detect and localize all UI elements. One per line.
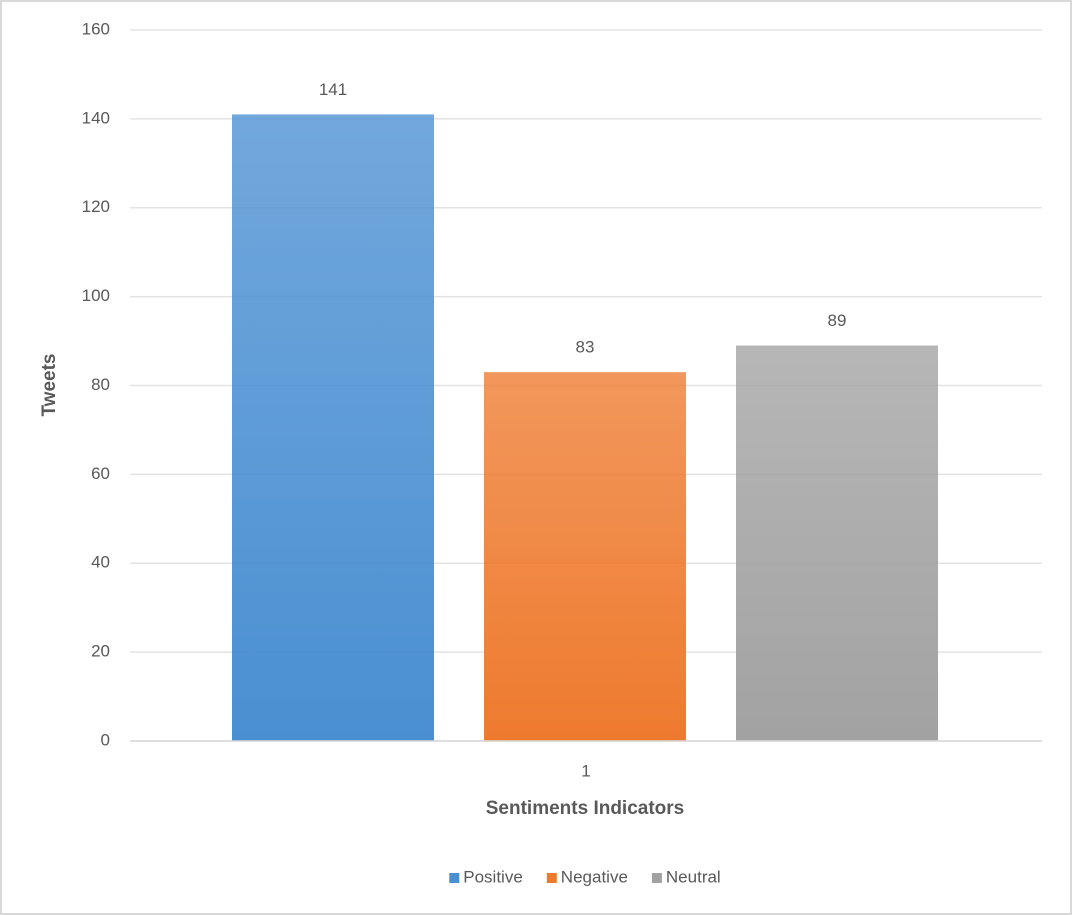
data-label: 83 xyxy=(576,338,595,357)
y-tick-label: 100 xyxy=(82,286,110,305)
y-tick-label: 40 xyxy=(91,553,110,572)
x-axis-title: Sentiments Indicators xyxy=(486,798,685,819)
bar xyxy=(232,114,434,741)
legend-swatch xyxy=(546,873,557,883)
legend-label: Neutral xyxy=(666,867,721,886)
data-label: 89 xyxy=(828,311,847,330)
y-tick-label: 20 xyxy=(91,642,110,661)
y-tick-label: 0 xyxy=(101,730,110,749)
y-tick-label: 140 xyxy=(82,108,110,127)
y-tick-label: 120 xyxy=(82,197,110,216)
y-tick-label: 60 xyxy=(91,464,110,483)
y-tick-label: 160 xyxy=(82,19,110,38)
y-axis-title: Tweets xyxy=(39,353,60,416)
legend-label: Negative xyxy=(561,867,628,886)
x-tick-label: 1 xyxy=(581,761,590,780)
y-tick-label: 80 xyxy=(91,375,110,394)
bar xyxy=(736,345,938,741)
legend-label: Positive xyxy=(463,867,523,886)
bar xyxy=(484,372,686,741)
data-label: 141 xyxy=(319,80,347,99)
legend-swatch xyxy=(449,873,460,883)
legend-swatch xyxy=(651,873,662,883)
